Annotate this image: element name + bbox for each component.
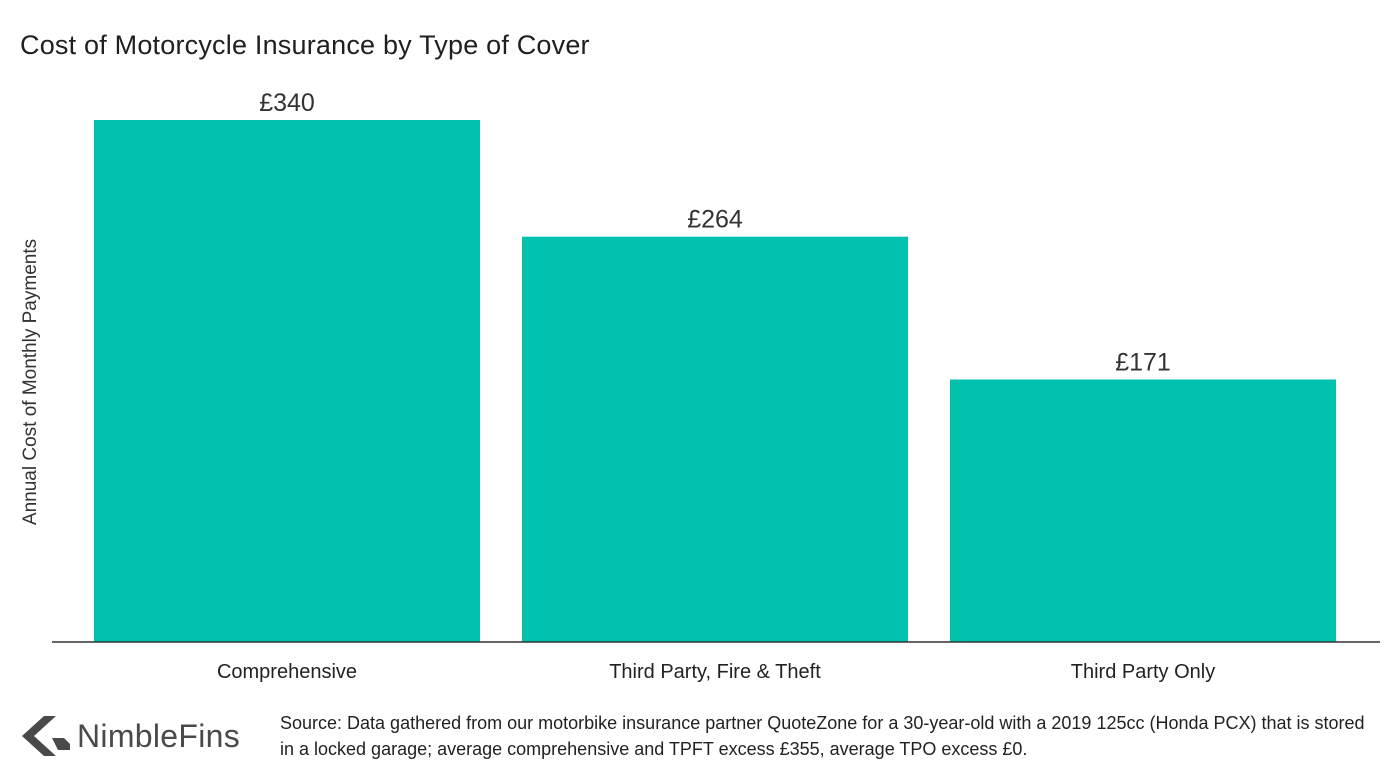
category-label-2: Third Party Only xyxy=(1071,661,1215,683)
category-label-0: Comprehensive xyxy=(217,661,357,683)
value-label-1: £264 xyxy=(687,206,743,234)
bar-chart: Annual Cost of Monthly Payments £340 Comp… xyxy=(20,89,1380,683)
bar-1 xyxy=(522,236,908,642)
value-label-2: £171 xyxy=(1115,348,1171,376)
y-axis-title: Annual Cost of Monthly Payments xyxy=(20,239,41,525)
footer: NimbleFins Source: Data gathered from ou… xyxy=(22,706,1382,766)
bars-layer: £340 Comprehensive £264 Third Party, Fire &… xyxy=(94,89,1336,683)
logo-text: NimbleFins xyxy=(77,718,241,754)
chart-title: Cost of Motorcycle Insurance by Type of … xyxy=(20,30,590,60)
chevron-left-icon xyxy=(22,716,70,756)
bar-0 xyxy=(94,120,480,642)
category-label-1: Third Party, Fire & Theft xyxy=(609,661,821,683)
value-label-0: £340 xyxy=(259,89,315,117)
source-note: Source: Data gathered from our motorbike… xyxy=(280,713,1365,759)
nimblefins-logo: NimbleFins xyxy=(22,716,272,756)
bar-2 xyxy=(950,379,1336,642)
